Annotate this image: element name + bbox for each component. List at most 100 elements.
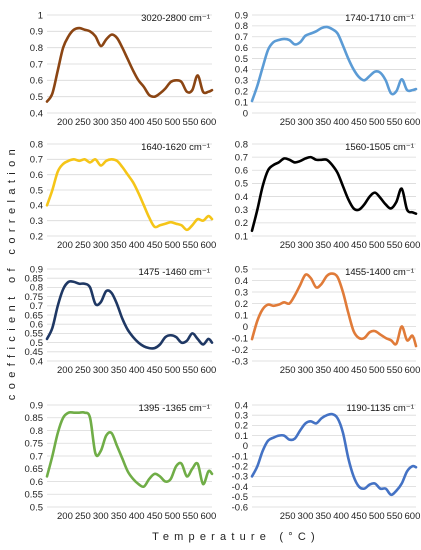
y-tick-label: 0.4 <box>30 108 43 119</box>
y-tick-label: 0.5 <box>235 264 248 275</box>
x-tick-label: 550 <box>183 117 199 128</box>
x-tick-label: 550 <box>387 117 403 128</box>
y-tick-label: 0 <box>243 441 248 452</box>
y-tick-label: 0.45 <box>25 347 44 358</box>
chart-panel-6: -0.3-0.2-0.100.10.20.30.40.5 250 300 350 400… <box>232 264 421 376</box>
y-tick-label: 0.4 <box>235 400 248 411</box>
y-tick-label: 0.6 <box>30 320 43 331</box>
y-tick-label: 0.6 <box>30 76 43 87</box>
y-tick-label: 0.9 <box>30 27 43 38</box>
y-tick-label: -0.3 <box>232 472 248 483</box>
x-tick-label: 350 <box>315 365 331 376</box>
y-tick-label: 0.1 <box>235 310 248 321</box>
y-tick-label: 0.8 <box>30 283 43 294</box>
chart-panel-8: -0.6-0.5-0.4-0.3-0.2-0.100.10.20.30.4 250… <box>232 400 421 522</box>
x-tick-label: 400 <box>129 511 145 522</box>
y-tick-label: 0.7 <box>30 301 43 312</box>
x-tick-label: 450 <box>147 365 163 376</box>
x-tick-label: 400 <box>129 365 145 376</box>
x-tick-label: 550 <box>183 511 199 522</box>
series-line <box>250 412 418 497</box>
x-tick-label: 300 <box>93 117 109 128</box>
y-tick-label: 0.75 <box>25 439 44 450</box>
x-tick-label: 250 <box>280 365 296 376</box>
y-tick-label: 0.6 <box>235 166 248 177</box>
y-tick-label: 0.4 <box>235 276 248 287</box>
y-tick-label: -0.2 <box>232 462 248 473</box>
y-tick-label: -0.1 <box>232 333 248 344</box>
y-tick-label: -0.5 <box>232 492 248 503</box>
y-tick-label: 0.8 <box>30 43 43 54</box>
y-tick-label: 0.8 <box>30 139 43 150</box>
panel-title: 1640-1620 cm⁻¹ <box>141 142 210 153</box>
panel-title: 1740-1710 cm⁻¹ <box>345 13 414 24</box>
y-axis-label: coefficient of correlation <box>6 144 18 400</box>
x-tick-label: 600 <box>200 240 216 251</box>
y-tick-label: 0.3 <box>235 411 248 422</box>
panel-title: 1455-1400 cm⁻¹ <box>345 267 414 278</box>
x-tick-label: 300 <box>93 365 109 376</box>
x-tick-label: 550 <box>183 365 199 376</box>
y-tick-label: 0.5 <box>235 54 248 65</box>
y-tick-label: 0.2 <box>235 87 248 98</box>
x-tick-label: 200 <box>57 117 73 128</box>
x-tick-label: 600 <box>405 365 421 376</box>
y-tick-label: 0.5 <box>30 92 43 103</box>
x-tick-label: 300 <box>298 117 314 128</box>
y-tick-label: 0.2 <box>235 421 248 432</box>
y-tick-label: 0 <box>243 108 248 119</box>
x-tick-label: 450 <box>147 240 163 251</box>
y-tick-label: 0.7 <box>30 59 43 70</box>
y-tick-label: 0.2 <box>30 231 43 242</box>
series-line <box>45 26 214 103</box>
x-tick-label: 500 <box>369 365 385 376</box>
x-tick-label: 300 <box>93 240 109 251</box>
x-tick-label: 600 <box>405 511 421 522</box>
y-tick-label: 0.55 <box>25 490 44 501</box>
series-line <box>250 272 418 348</box>
x-tick-label: 600 <box>200 365 216 376</box>
chart-panel-1: 0.4 0.5 0.6 0.7 0.8 0.9 1 200 250 300 350 400 450 500… <box>30 10 217 128</box>
y-tick-label: 0.7 <box>235 32 248 43</box>
y-tick-label: 0.4 <box>235 65 248 76</box>
x-tick-label: 300 <box>298 240 314 251</box>
y-tick-label: 0.3 <box>30 216 43 227</box>
y-tick-label: 0.4 <box>30 356 43 367</box>
x-tick-label: 500 <box>165 365 181 376</box>
y-tick-label: -0.3 <box>232 356 248 367</box>
x-tick-label: 350 <box>111 117 127 128</box>
x-tick-label: 250 <box>280 511 296 522</box>
x-tick-label: 600 <box>405 240 421 251</box>
y-tick-label: 0.9 <box>235 10 248 21</box>
x-tick-label: 250 <box>75 240 91 251</box>
series-line <box>45 158 214 232</box>
x-tick-label: 400 <box>333 240 349 251</box>
y-tick-label: 0.6 <box>30 170 43 181</box>
x-tick-label: 450 <box>351 511 367 522</box>
series-line <box>45 410 214 489</box>
y-tick-label: -0.2 <box>232 345 248 356</box>
x-tick-label: 300 <box>93 511 109 522</box>
y-tick-label: 0.85 <box>25 413 44 424</box>
y-tick-label: 0.85 <box>25 274 44 285</box>
y-tick-label: 0 <box>243 322 248 333</box>
x-tick-label: 350 <box>315 511 331 522</box>
y-tick-label: 0.5 <box>30 338 43 349</box>
x-tick-label: 600 <box>200 511 216 522</box>
x-tick-label: 500 <box>165 240 181 251</box>
y-tick-label: 0.1 <box>235 231 248 242</box>
panel-title: 1560-1505 cm⁻¹ <box>345 142 414 153</box>
x-tick-label: 500 <box>369 511 385 522</box>
x-tick-label: 250 <box>75 117 91 128</box>
y-tick-label: 0.2 <box>235 299 248 310</box>
x-tick-label: 550 <box>387 240 403 251</box>
x-tick-label: 400 <box>333 117 349 128</box>
x-tick-label: 400 <box>129 240 145 251</box>
series-line <box>250 25 418 103</box>
x-tick-label: 250 <box>75 511 91 522</box>
x-tick-label: 350 <box>315 117 331 128</box>
